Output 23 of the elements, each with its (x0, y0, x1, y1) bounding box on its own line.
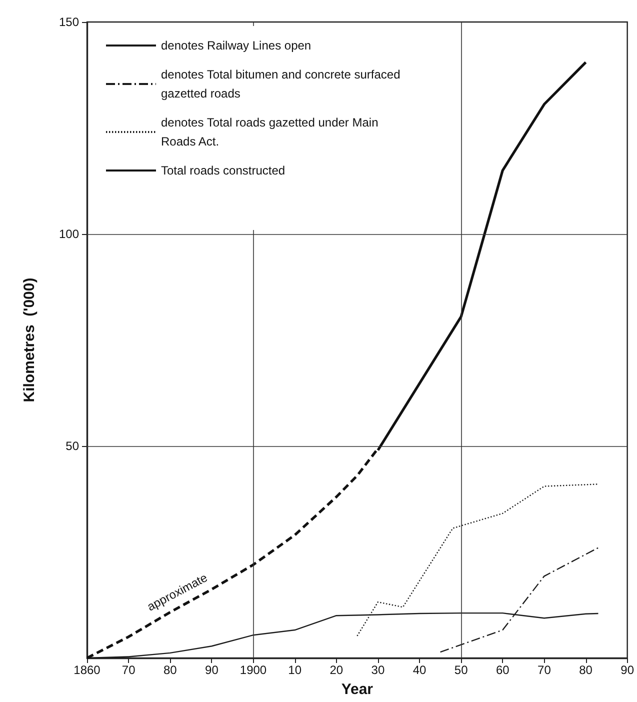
x-tick-label: 70 (538, 663, 552, 677)
x-tick-label: 10 (288, 663, 302, 677)
x-tick-label: 40 (412, 663, 427, 677)
x-tick-label: 1860 (74, 663, 101, 677)
y-tick-label: 50 (66, 439, 80, 453)
x-tick-label: 90 (620, 663, 634, 677)
x-tick-label: 60 (496, 663, 510, 677)
x-tick-label: 80 (579, 663, 593, 677)
legend-label: denotes Railway Lines open (161, 38, 312, 52)
x-tick-label: 80 (163, 663, 178, 677)
y-tick-label: 150 (58, 15, 80, 29)
legend-label: Total roads constructed (161, 164, 286, 178)
legend-label: denotes Total roads gazetted under Main Roads Act. (161, 116, 382, 148)
x-tick-label: 1900 (240, 663, 267, 677)
y-axis-title: Kilometres ('000) (21, 278, 38, 402)
x-tick-label: 70 (122, 663, 136, 677)
x-axis-title: Year (341, 681, 374, 698)
legend-label: denotes Total bitumen and concrete surfaced gazetted roads (161, 68, 404, 100)
x-tick-label: 50 (454, 663, 468, 677)
x-tick-label: 90 (205, 663, 219, 677)
x-tick-label: 20 (330, 663, 344, 677)
y-tick-label: 100 (58, 227, 80, 241)
x-tick-label: 30 (371, 663, 385, 677)
